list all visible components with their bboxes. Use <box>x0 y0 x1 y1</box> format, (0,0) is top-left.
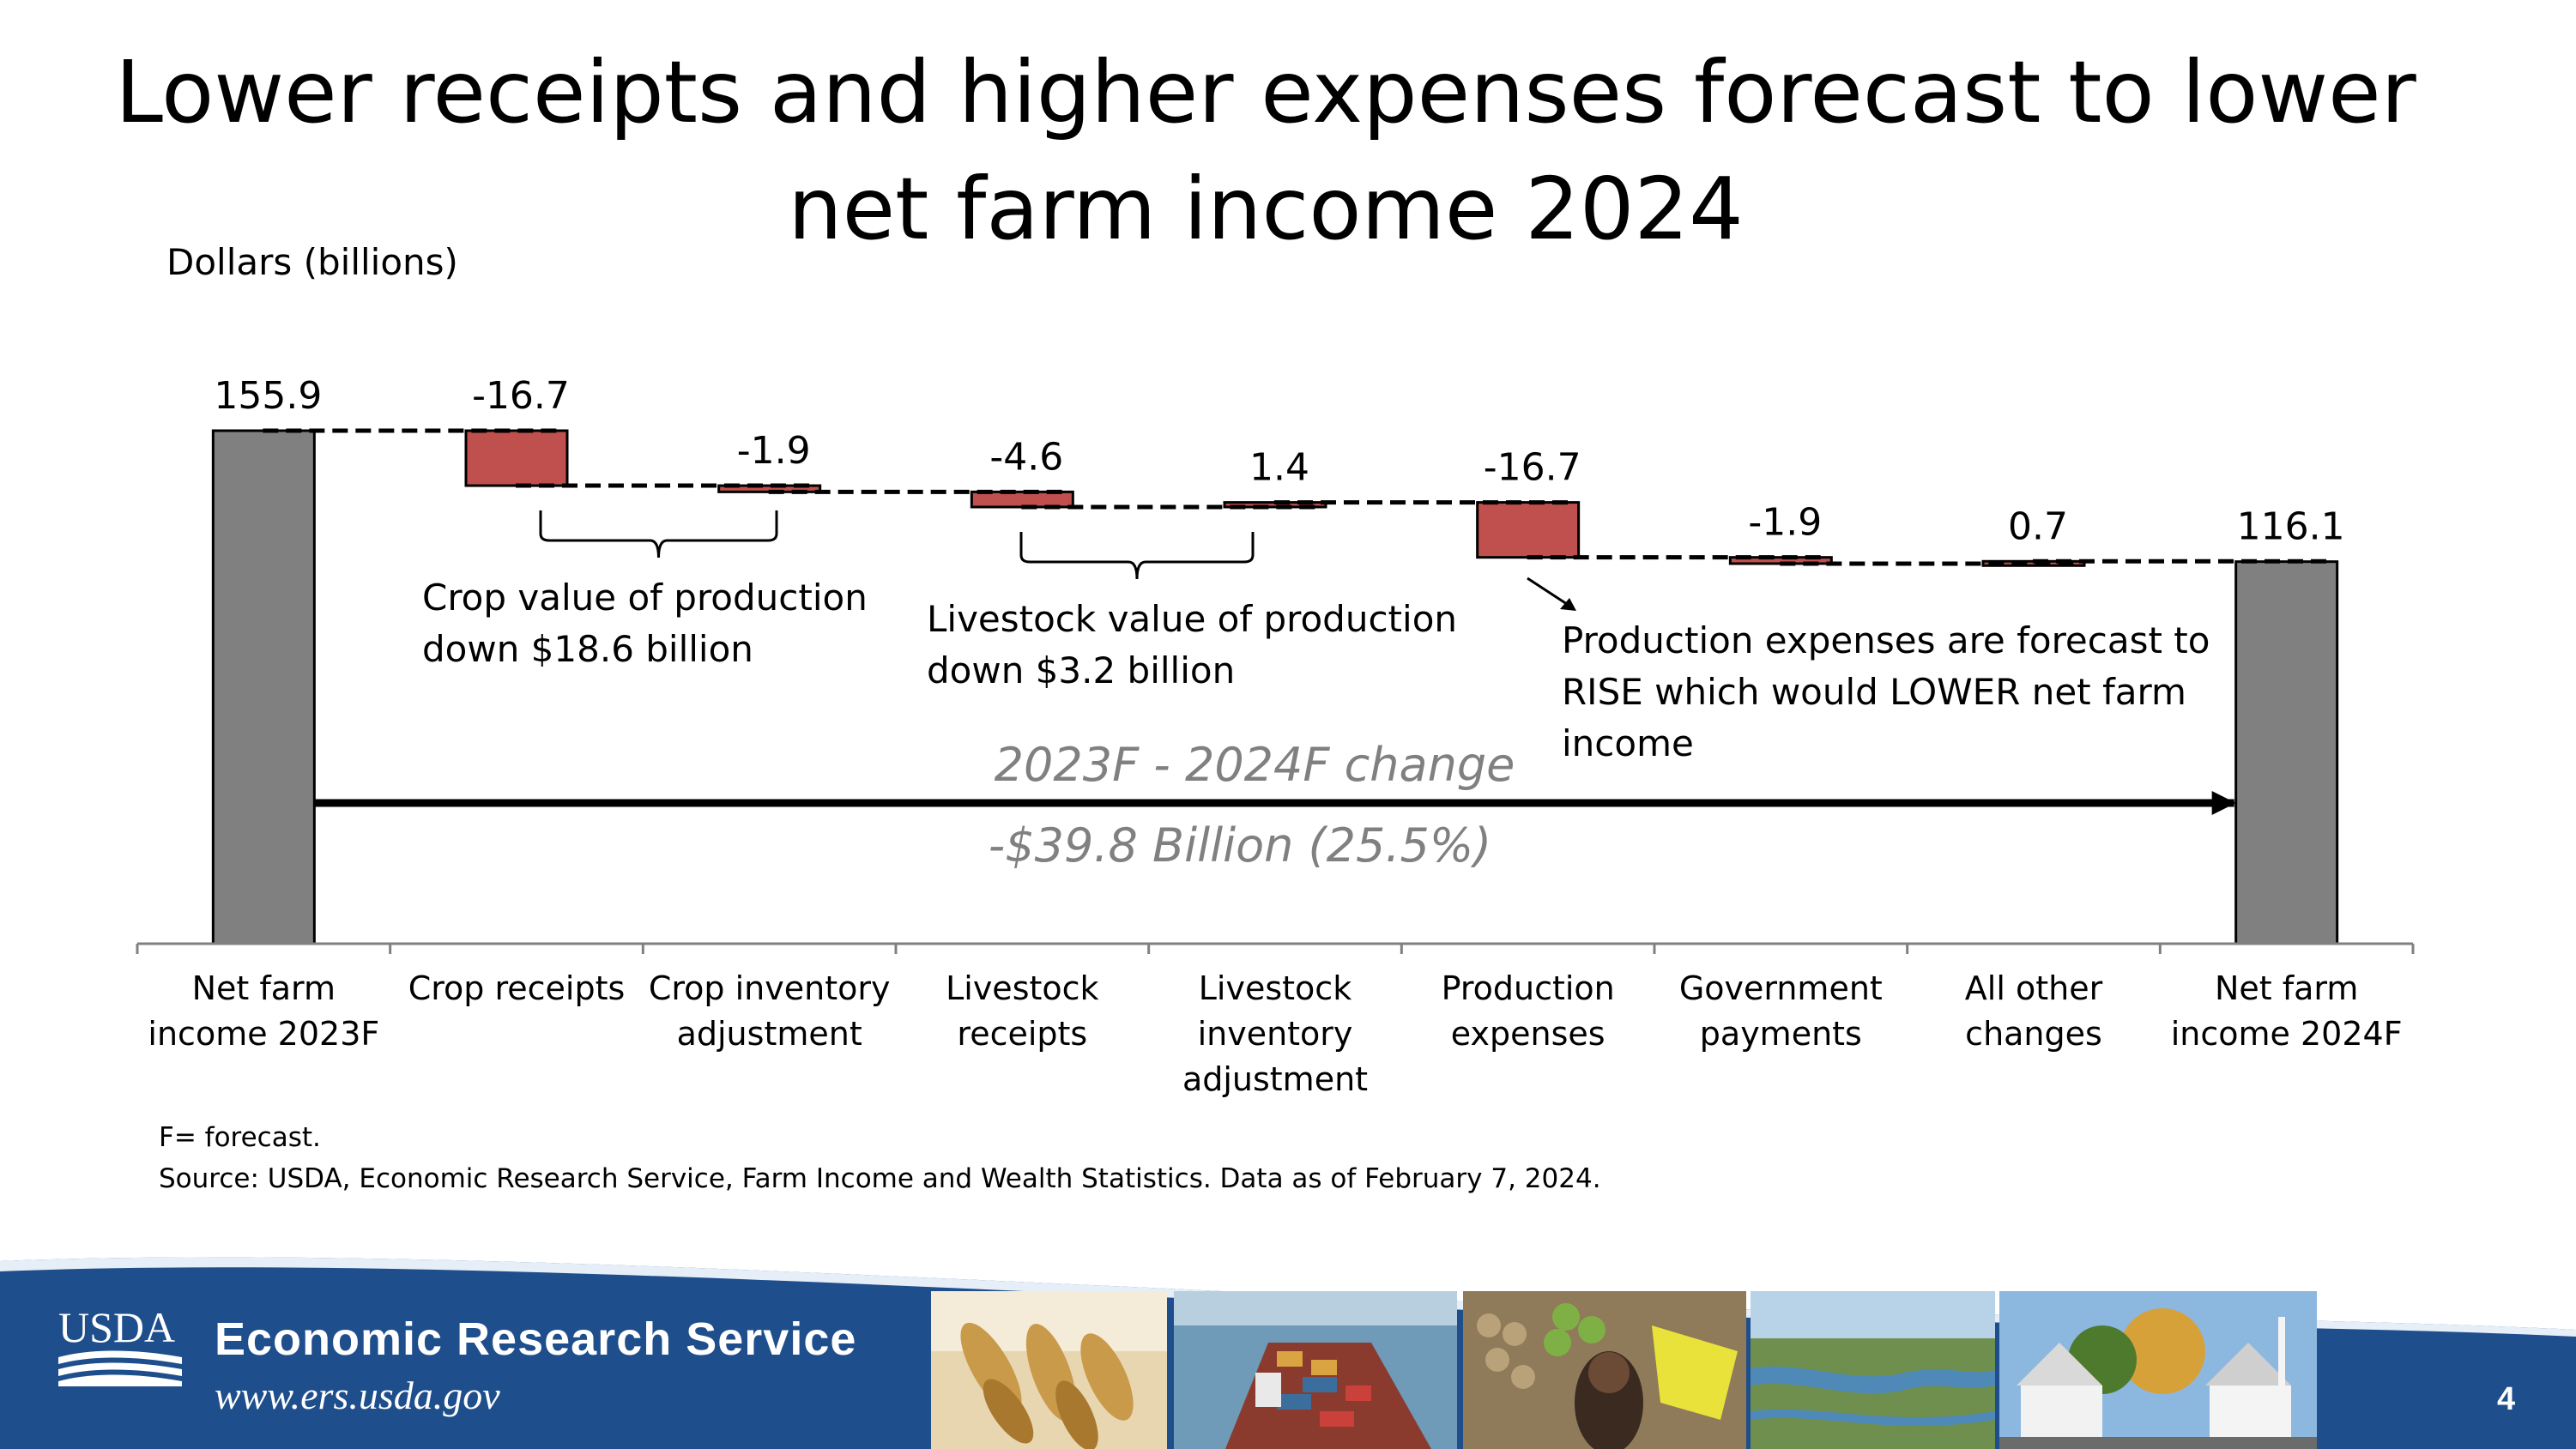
value-labels-layer: 155.9 -16.7 -1.9 -4.6 1.4 -16.7 -1.9 0.7 116.1 <box>214 374 2344 549</box>
total-bar <box>2234 560 2339 945</box>
value-label: 116.1 <box>2237 505 2345 549</box>
crop-brace <box>539 510 778 558</box>
annotation-layer: Crop value of production down $18.6 billi… <box>314 510 2236 872</box>
category-label: Livestock <box>946 969 1098 1007</box>
expenses-pointer-head <box>1560 598 1576 611</box>
value-label: -4.6 <box>989 435 1063 479</box>
x-axis <box>136 942 2415 954</box>
category-label: Livestock <box>1199 969 1351 1007</box>
value-label: -16.7 <box>1484 446 1581 490</box>
change-bar <box>1476 501 1581 559</box>
category-label: Net farm <box>2215 969 2358 1007</box>
y-units-label: Dollars (billions) <box>166 241 458 283</box>
category-labels-layer: Net farm income 2023F Crop receipts Crop in… <box>148 969 2402 1098</box>
photo-wetland <box>1751 1291 1995 1449</box>
bars-layer <box>211 429 2339 945</box>
category-label: changes <box>1965 1015 2102 1053</box>
category-label: All other <box>1965 969 2103 1007</box>
title-line-1: Lower receipts and higher expenses forec… <box>115 42 2416 142</box>
page-number: 4 <box>2497 1381 2516 1417</box>
change-bar <box>464 429 569 487</box>
photo-produce-shopper <box>1463 1291 1746 1449</box>
connectors-layer <box>263 428 2329 566</box>
value-label: -1.9 <box>737 429 811 473</box>
waterfall-chart: 155.9 -16.7 -1.9 -4.6 1.4 -16.7 -1.9 0.7 116.1 N… <box>136 374 2415 1098</box>
category-label: Net farm <box>192 969 336 1007</box>
category-label: Production <box>1442 969 1615 1007</box>
category-label: expenses <box>1451 1015 1605 1053</box>
category-label: adjustment <box>1182 1060 1368 1098</box>
expenses-annotation: Production expenses are forecast to <box>1562 619 2210 661</box>
category-label: income 2023F <box>148 1015 379 1053</box>
usda-logo-text: USDA <box>58 1304 175 1351</box>
category-label: payments <box>1700 1015 1862 1053</box>
photo-town-houses <box>1999 1291 2317 1449</box>
category-label: income 2024F <box>2171 1015 2403 1053</box>
expenses-pointer <box>1527 577 1573 609</box>
livestock-annotation: down $3.2 billion <box>927 649 1235 691</box>
change-arrow-head <box>2211 791 2236 815</box>
category-label: adjustment <box>677 1015 862 1053</box>
value-label: 0.7 <box>2008 504 2068 548</box>
usda-logo: USDA <box>58 1304 182 1386</box>
change-title: 2023F - 2024F change <box>995 738 1515 792</box>
photo-wheat <box>931 1291 1167 1449</box>
livestock-annotation: Livestock value of production <box>927 598 1457 640</box>
category-label: inventory <box>1198 1015 1353 1053</box>
value-label: 1.4 <box>1249 446 1309 490</box>
slide-title: Lower receipts and higher expenses forec… <box>0 34 2531 268</box>
category-label: Crop inventory <box>649 969 891 1007</box>
org-name: Economic Research Service <box>215 1313 857 1365</box>
category-label: receipts <box>957 1015 1087 1053</box>
total-bar <box>211 429 316 945</box>
value-label: -16.7 <box>472 374 570 418</box>
category-label: Government <box>1679 969 1883 1007</box>
category-label: Crop receipts <box>408 969 626 1007</box>
expenses-annotation: income <box>1562 722 1694 764</box>
footnote-forecast: F= forecast. <box>159 1122 321 1153</box>
expenses-annotation: RISE which would LOWER net farm <box>1562 671 2186 713</box>
org-url[interactable]: www.ers.usda.gov <box>215 1374 500 1417</box>
livestock-brace <box>1019 532 1255 580</box>
footnote-source: Source: USDA, Economic Research Service,… <box>159 1163 1601 1194</box>
value-label: -1.9 <box>1748 501 1822 545</box>
value-label: 155.9 <box>214 374 322 418</box>
title-line-2: net farm income 2024 <box>788 159 1744 259</box>
photo-cargo-ship <box>1174 1291 1457 1449</box>
change-amount: -$39.8 Billion (25.5%) <box>989 818 1491 872</box>
crop-annotation: down $18.6 billion <box>422 628 753 670</box>
change-bar <box>970 490 1074 509</box>
crop-annotation: Crop value of production <box>422 577 868 619</box>
